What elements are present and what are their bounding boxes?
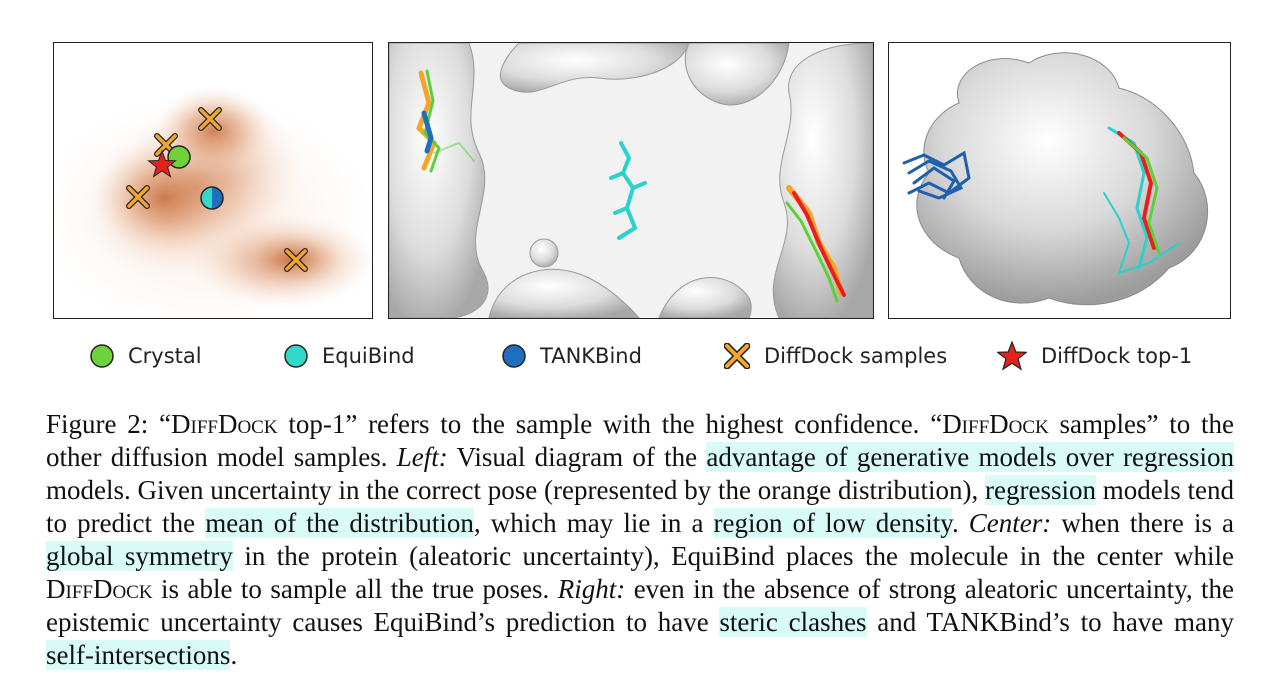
legend-label: EquiBind — [322, 344, 415, 368]
legend-label: Crystal — [128, 344, 202, 368]
figure-legend: Crystal EquiBind TANKBind DiffDock sampl… — [0, 338, 1287, 374]
caption-highlight: advantage of generative models over regr… — [706, 442, 1234, 472]
caption-text: . — [951, 508, 969, 538]
caption-highlight: global symmetry — [46, 541, 233, 571]
caption-text: Visual diagram of the — [447, 442, 707, 472]
caption-method-name: DiffDock — [942, 409, 1049, 439]
protein-surface-render — [389, 43, 873, 318]
tankbind-ligand-cluster — [902, 150, 971, 200]
equibind-tankbind-circle-icon — [200, 186, 224, 210]
ligand-cluster-right — [1103, 126, 1180, 275]
diffdock-sample-cross-icon — [198, 107, 222, 131]
caption-center-label: Center: — [968, 508, 1052, 538]
circle-icon — [90, 344, 114, 368]
caption-text: top-1” refers to the sample with the hig… — [277, 409, 943, 439]
left-panel-density-diagram — [53, 42, 373, 319]
caption-text: and TANKBind’s to have many — [866, 607, 1235, 637]
caption-highlight: self-intersections — [46, 640, 231, 670]
legend-label: DiffDock top-1 — [1041, 344, 1193, 368]
figure-caption: Figure 2: “DiffDock top-1” refers to the… — [46, 408, 1234, 672]
diffdock-sample-cross-icon — [284, 248, 308, 272]
caption-method-name: DiffDock — [46, 574, 153, 604]
caption-text: , which may lie in a — [473, 508, 714, 538]
diffdock-sample-cross-icon — [126, 185, 150, 209]
ligand-cluster-left — [416, 69, 475, 173]
caption-text: is able to sample all the true poses. — [152, 574, 558, 604]
circle-icon — [284, 344, 308, 368]
star-icon — [997, 341, 1027, 371]
caption-method-name: DiffDock — [171, 409, 278, 439]
caption-text: samples” to the other diffusion model sa… — [46, 409, 1234, 472]
caption-highlight: regression — [985, 475, 1096, 505]
legend-label: TANKBind — [540, 344, 642, 368]
caption-right-label: Right: — [557, 574, 626, 604]
caption-highlight: mean of the distribution — [205, 508, 474, 538]
right-panel-protein-clashes — [888, 42, 1231, 319]
center-panel-protein-symmetry — [388, 42, 874, 319]
caption-text: models tend to predict the — [46, 475, 1234, 538]
caption-text: in the protein (aleatoric uncertainty), … — [232, 541, 1234, 571]
legend-label: DiffDock samples — [764, 344, 948, 368]
legend-item-diffdock-samples: DiffDock samples — [724, 338, 947, 374]
caption-text: models. Given uncertainty in the correct… — [46, 475, 985, 505]
caption-highlight: region of low density — [713, 508, 952, 538]
circle-icon — [502, 344, 526, 368]
caption-text: when there is a — [1051, 508, 1235, 538]
caption-highlight: steric clashes — [719, 607, 867, 637]
density-plot — [54, 86, 372, 318]
caption-left-label: Left: — [396, 442, 448, 472]
legend-item-tankbind: TANKBind — [502, 338, 642, 374]
legend-item-diffdock-top1: DiffDock top-1 — [997, 338, 1192, 374]
equibind-ligand-center — [609, 141, 647, 240]
caption-text: even in the absence of strong aleatoric … — [46, 574, 1235, 637]
legend-item-equibind: EquiBind — [284, 338, 415, 374]
diffdock-top1-star-icon — [147, 149, 177, 178]
cross-icon — [724, 343, 750, 369]
caption-text: Figure 2: “ — [46, 409, 171, 439]
legend-item-crystal: Crystal — [90, 338, 202, 374]
ligand-cluster-right — [785, 185, 846, 303]
protein-surface-render — [889, 43, 1230, 318]
caption-text: . — [230, 640, 238, 670]
